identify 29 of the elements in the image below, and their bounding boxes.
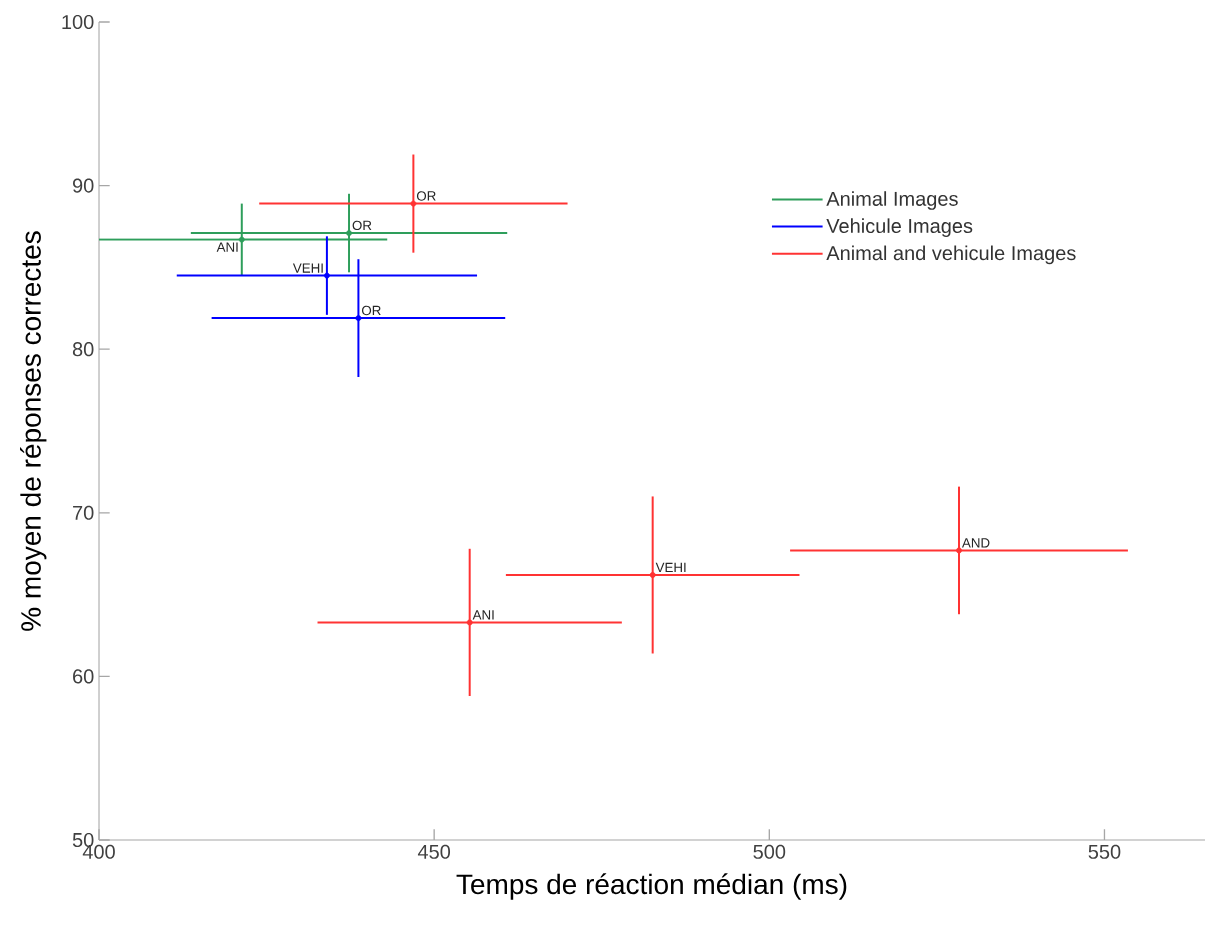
y-tick-label: 100 xyxy=(62,14,94,30)
y-tick-label: 80 xyxy=(72,342,94,357)
annotation: AND xyxy=(961,538,990,548)
y-axis-title: % moyen de réponses correctes xyxy=(20,231,47,631)
x-tick-label: 550 xyxy=(1088,844,1121,859)
point xyxy=(649,572,656,578)
annotation: OR xyxy=(416,191,436,201)
annotation: ANI xyxy=(216,242,238,252)
legend-label: Vehicule Images xyxy=(826,218,973,237)
point xyxy=(956,547,962,554)
annotation: OR xyxy=(361,305,381,316)
legend-label: Animal and vehicule Images xyxy=(826,245,1076,265)
legend-label: Animal Images xyxy=(826,191,958,210)
point xyxy=(466,619,473,626)
point xyxy=(355,315,362,322)
x-tick-label: 500 xyxy=(753,844,786,859)
annotation: VEHI xyxy=(655,562,686,573)
annotation: ANI xyxy=(472,610,494,620)
y-tick-label: 70 xyxy=(73,505,94,520)
x-axis-title: Temps de réaction médian (ms) xyxy=(456,873,847,900)
y-tick-label: 90 xyxy=(72,178,94,193)
point xyxy=(346,230,352,236)
y-tick-label: 60 xyxy=(73,669,94,684)
point xyxy=(323,272,330,279)
point xyxy=(410,200,417,207)
annotation: OR xyxy=(352,220,372,231)
x-tick-label: 450 xyxy=(417,844,451,859)
point xyxy=(238,236,245,243)
annotation: VEHI xyxy=(292,263,323,273)
